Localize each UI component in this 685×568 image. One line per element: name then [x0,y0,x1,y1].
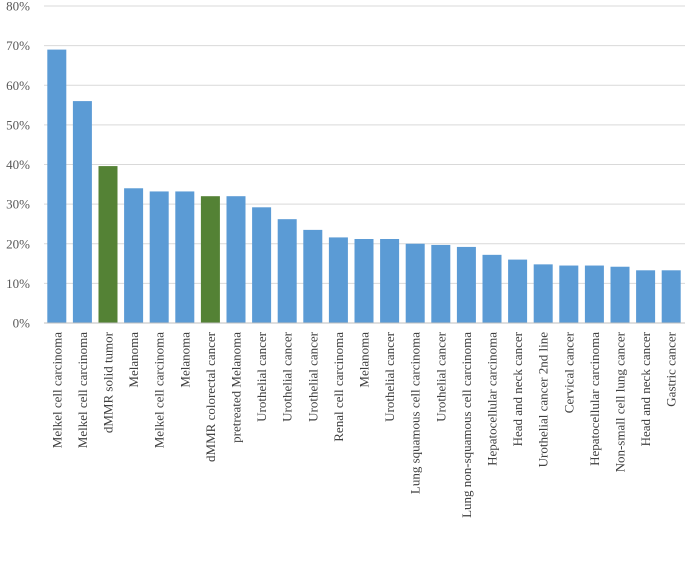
x-category-label: Melkel cell carcinoma [49,332,64,448]
bar-3 [98,166,118,323]
y-axis-tick-labels: 0% 10% 20% 30% 40% 50% 60% 70% 80% [6,0,30,331]
bar-9 [252,207,272,323]
bar-13 [354,239,374,323]
bar-25 [661,270,681,323]
y-tick-label: 0% [13,316,31,331]
x-category-label: Hepatocellular carcinoma [485,332,500,466]
x-category-label: Head and neck cancer [638,331,653,446]
bar-16 [431,244,451,323]
bar-10 [277,219,297,323]
bar-4 [124,188,144,323]
bar-23 [610,266,630,323]
bar-21 [559,265,579,323]
x-category-label: Melkel cell carcinoma [152,332,167,448]
y-tick-label: 10% [6,276,30,291]
y-tick-label: 40% [6,157,30,172]
x-category-label: Urothelial cancer [305,331,320,422]
x-category-label: Gastric cancer [664,331,679,406]
bar-18 [482,254,502,323]
bar-19 [508,259,528,323]
y-tick-label: 70% [6,38,30,53]
y-tick-label: 20% [6,236,30,251]
y-tick-label: 50% [6,117,30,132]
bar-5 [149,191,169,323]
x-category-label: Cervical cancer [561,331,576,413]
x-category-label: dMMR solid tumor [101,331,116,433]
bar-17 [456,246,476,323]
x-category-label: Urothelial cancer [280,331,295,422]
y-tick-label: 80% [6,0,30,14]
bar-22 [584,265,604,323]
bar-6 [175,191,195,323]
bar-8 [226,196,246,323]
x-category-label: pretreated Melanoma [229,332,244,443]
x-category-label: Urothelial cancer 2nd line [536,332,551,468]
x-category-label: Melanoma [126,332,141,388]
bar-15 [405,243,425,323]
x-category-label: Melkel cell carcinoma [75,332,90,448]
x-category-label: Urothelial cancer [433,331,448,422]
x-category-label: Head and neck cancer [510,331,525,446]
y-tick-label: 30% [6,197,30,212]
bar-14 [380,239,400,323]
bar-20 [533,264,553,323]
bar-7 [200,196,220,323]
x-category-label: dMMR colorectal cancer [203,331,218,462]
x-category-label: Hepatocellular carcinoma [587,332,602,466]
x-axis-category-labels: Melkel cell carcinoma Melkel cell carcino… [49,331,678,518]
x-category-label: Urothelial cancer [254,331,269,422]
x-category-label: Non-small cell lung cancer [613,331,628,472]
y-tick-label: 60% [6,78,30,93]
bar-11 [303,229,323,323]
bars [47,49,681,324]
x-category-label: Urothelial cancer [382,331,397,422]
x-category-label: Melanoma [357,332,372,388]
bar-24 [636,270,656,323]
x-category-label: Renal cell carcinoma [331,332,346,442]
x-category-label: Lung squamous cell carcinoma [408,332,423,494]
bar-1 [47,49,67,324]
x-category-label: Lung non-squamous cell carcinoma [459,332,474,518]
bar-12 [328,237,348,323]
x-category-label: Melanoma [177,332,192,388]
bar-2 [72,101,92,323]
